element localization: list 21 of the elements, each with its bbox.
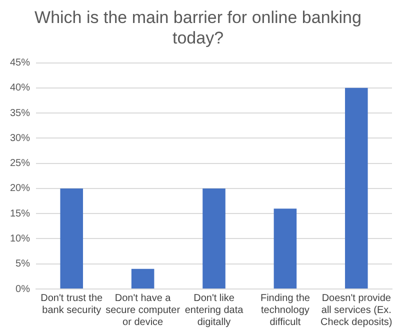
y-tick-label: 0% — [16, 284, 30, 295]
bar — [131, 268, 154, 288]
bar — [202, 188, 226, 288]
bar — [345, 88, 368, 288]
x-tick-label: Doesn't provide all services (Ex. Check deposits) — [320, 292, 392, 328]
y-tick-label: 30% — [10, 132, 30, 144]
y-tick-label: 40% — [10, 82, 30, 94]
bar — [60, 188, 84, 288]
bar — [274, 208, 297, 288]
chart-title: Which is the main barrier for online banking today? — [34, 8, 362, 48]
y-tick-label: 5% — [16, 258, 30, 270]
x-tick-label: Don't trust the bank security — [40, 292, 104, 316]
x-tick-label: Finding the technology difficult — [260, 292, 310, 328]
y-tick-label: 25% — [10, 158, 30, 170]
x-tick-label: Don't like entering data digitally — [184, 292, 244, 328]
y-tick-label: 20% — [10, 183, 30, 194]
y-tick-label: 35% — [10, 108, 30, 119]
y-tick-label: 10% — [10, 233, 30, 244]
y-tick-label: 15% — [10, 208, 30, 220]
x-tick-label: Don't have a secure computer or device — [106, 292, 181, 328]
y-tick-label: 45% — [10, 58, 30, 69]
